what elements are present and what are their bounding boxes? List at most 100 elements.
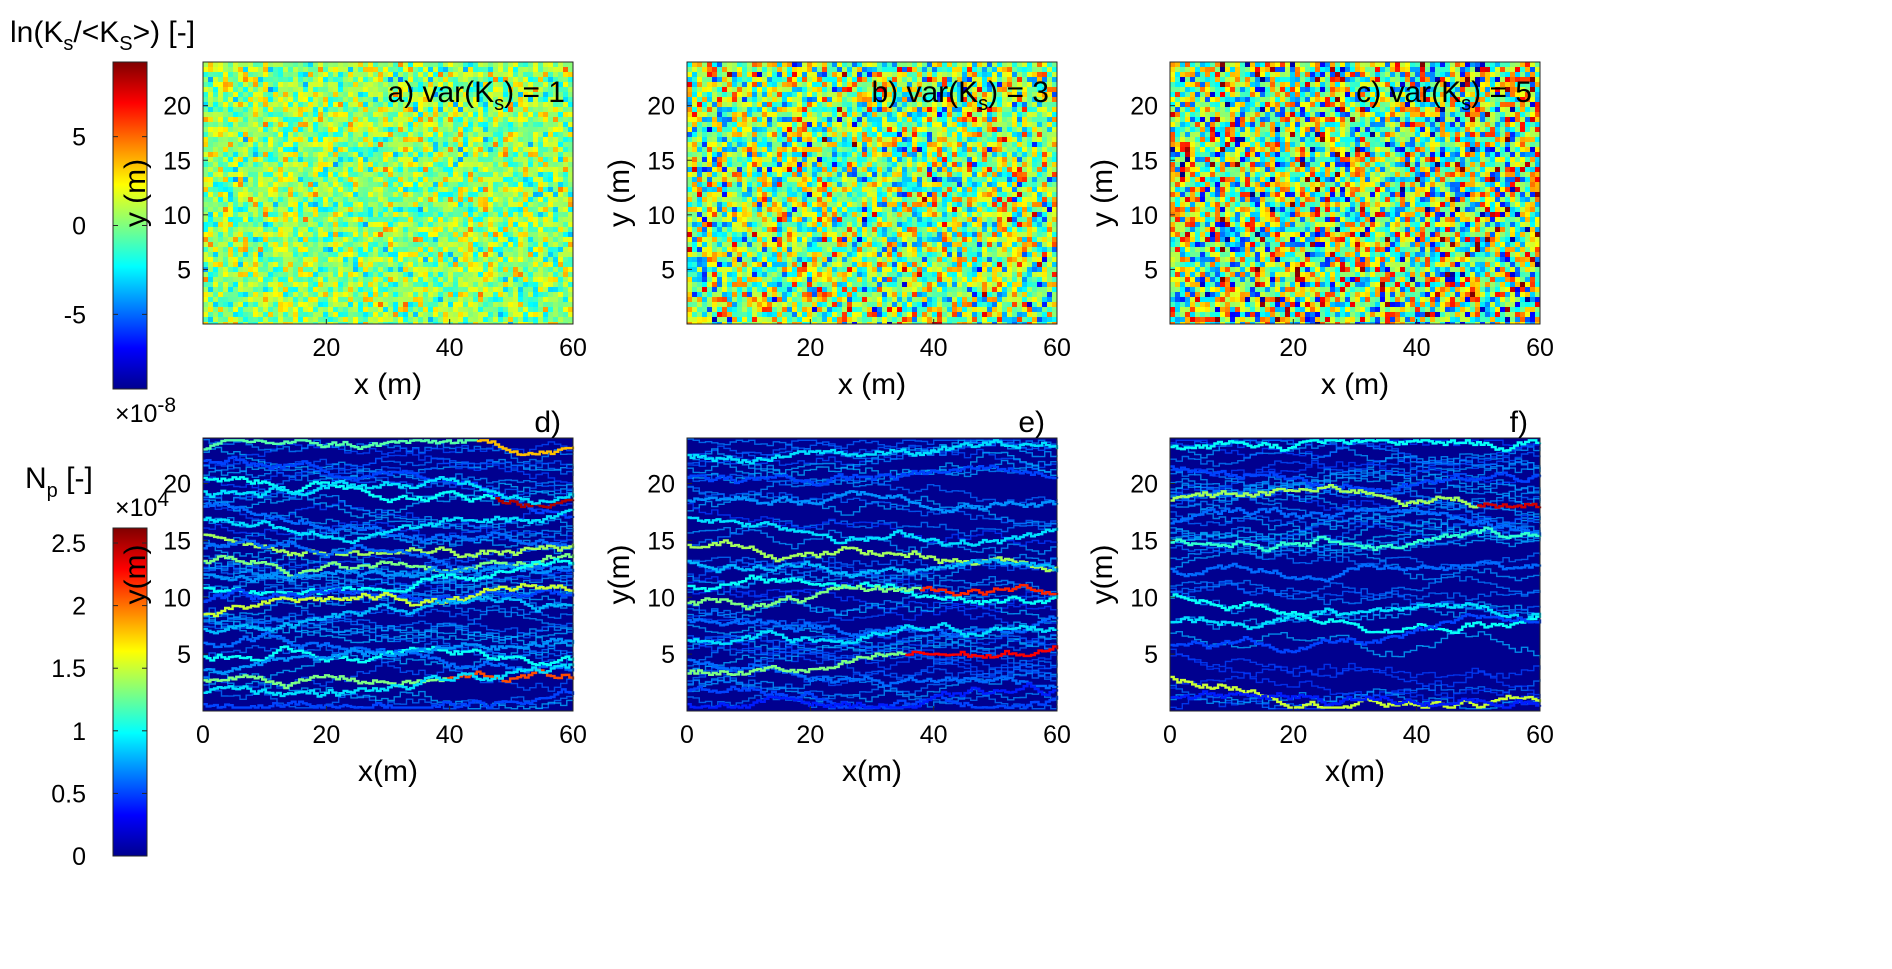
field-cell [463, 272, 468, 277]
field-cell [268, 217, 273, 222]
field-cell [1042, 117, 1047, 122]
field-cell [917, 77, 922, 82]
field-cell [303, 297, 308, 302]
field-cell [1007, 97, 1012, 102]
field-cell [538, 242, 543, 247]
field-cell [203, 262, 208, 267]
field-cell [707, 87, 712, 92]
field-cell [328, 182, 333, 187]
field-cell [1022, 62, 1027, 67]
field-cell [473, 162, 478, 167]
field-cell [363, 187, 368, 192]
field-cell [413, 257, 418, 262]
field-cell [323, 232, 328, 237]
field-cell [977, 77, 982, 82]
field-cell [323, 197, 328, 202]
field-cell [877, 122, 882, 127]
field-cell [248, 117, 253, 122]
field-cell [493, 182, 498, 187]
field-cell [378, 292, 383, 297]
field-cell [942, 87, 947, 92]
field-cell [278, 162, 283, 167]
field-cell [538, 302, 543, 307]
field-cell [433, 267, 438, 272]
field-cell [323, 112, 328, 117]
field-cell [338, 232, 343, 237]
field-cell [732, 77, 737, 82]
field-cell [1032, 97, 1037, 102]
field-cell [892, 77, 897, 82]
field-cell [293, 312, 298, 317]
field-cell [503, 267, 508, 272]
field-cell [797, 87, 802, 92]
field-cell [513, 227, 518, 232]
field-cell [563, 67, 568, 72]
field-cell [338, 302, 343, 307]
field-cell [268, 302, 273, 307]
field-cell [488, 272, 493, 277]
field-cell [383, 92, 388, 97]
field-cell [448, 282, 453, 287]
field-cell [223, 102, 228, 107]
field-cell [423, 257, 428, 262]
field-cell [423, 157, 428, 162]
field-cell [403, 312, 408, 317]
colorbar-top-label: ln(Ks/<KS>) [-] [10, 16, 195, 55]
field-cell [518, 77, 523, 82]
field-cell [398, 157, 403, 162]
field-cell [777, 127, 782, 132]
field-cell [453, 137, 458, 142]
colorbar-tick-label: 2.5 [51, 530, 86, 558]
field-cell [228, 237, 233, 242]
field-cell [548, 297, 553, 302]
field-cell [313, 137, 318, 142]
field-cell [363, 102, 368, 107]
field-cell [438, 102, 443, 107]
field-cell [508, 277, 513, 282]
field-cell [248, 107, 253, 112]
field-cell [433, 142, 438, 147]
field-cell [1027, 97, 1032, 102]
field-cell [438, 157, 443, 162]
field-cell [428, 212, 433, 217]
field-cell [243, 207, 248, 212]
field-cell [473, 97, 478, 102]
field-cell [413, 187, 418, 192]
field-cell [563, 87, 568, 92]
field-cell [533, 307, 538, 312]
field-cell [298, 312, 303, 317]
field-cell [438, 167, 443, 172]
field-cell [418, 152, 423, 157]
field-cell [388, 282, 393, 287]
field-cell [343, 297, 348, 302]
field-cell [253, 302, 258, 307]
field-cell [238, 77, 243, 82]
field-cell [478, 147, 483, 152]
field-cell [932, 97, 937, 102]
field-cell [358, 92, 363, 97]
field-cell [278, 302, 283, 307]
field-cell [478, 282, 483, 287]
field-cell [518, 307, 523, 312]
field-cell [468, 127, 473, 132]
field-cell [258, 217, 263, 222]
field-cell [243, 187, 248, 192]
field-cell [692, 97, 697, 102]
field-cell [543, 92, 548, 97]
field-cell [752, 107, 757, 112]
field-cell [543, 87, 548, 92]
field-cell [313, 142, 318, 147]
field-cell [508, 242, 513, 247]
field-cell [553, 257, 558, 262]
field-cell [478, 242, 483, 247]
field-cell [413, 97, 418, 102]
field-cell [563, 212, 568, 217]
field-cell [742, 122, 747, 127]
field-cell [428, 227, 433, 232]
field-cell [268, 182, 273, 187]
field-cell [303, 107, 308, 112]
field-cell [543, 67, 548, 72]
field-cell [503, 92, 508, 97]
field-cell [423, 262, 428, 267]
field-cell [273, 77, 278, 82]
